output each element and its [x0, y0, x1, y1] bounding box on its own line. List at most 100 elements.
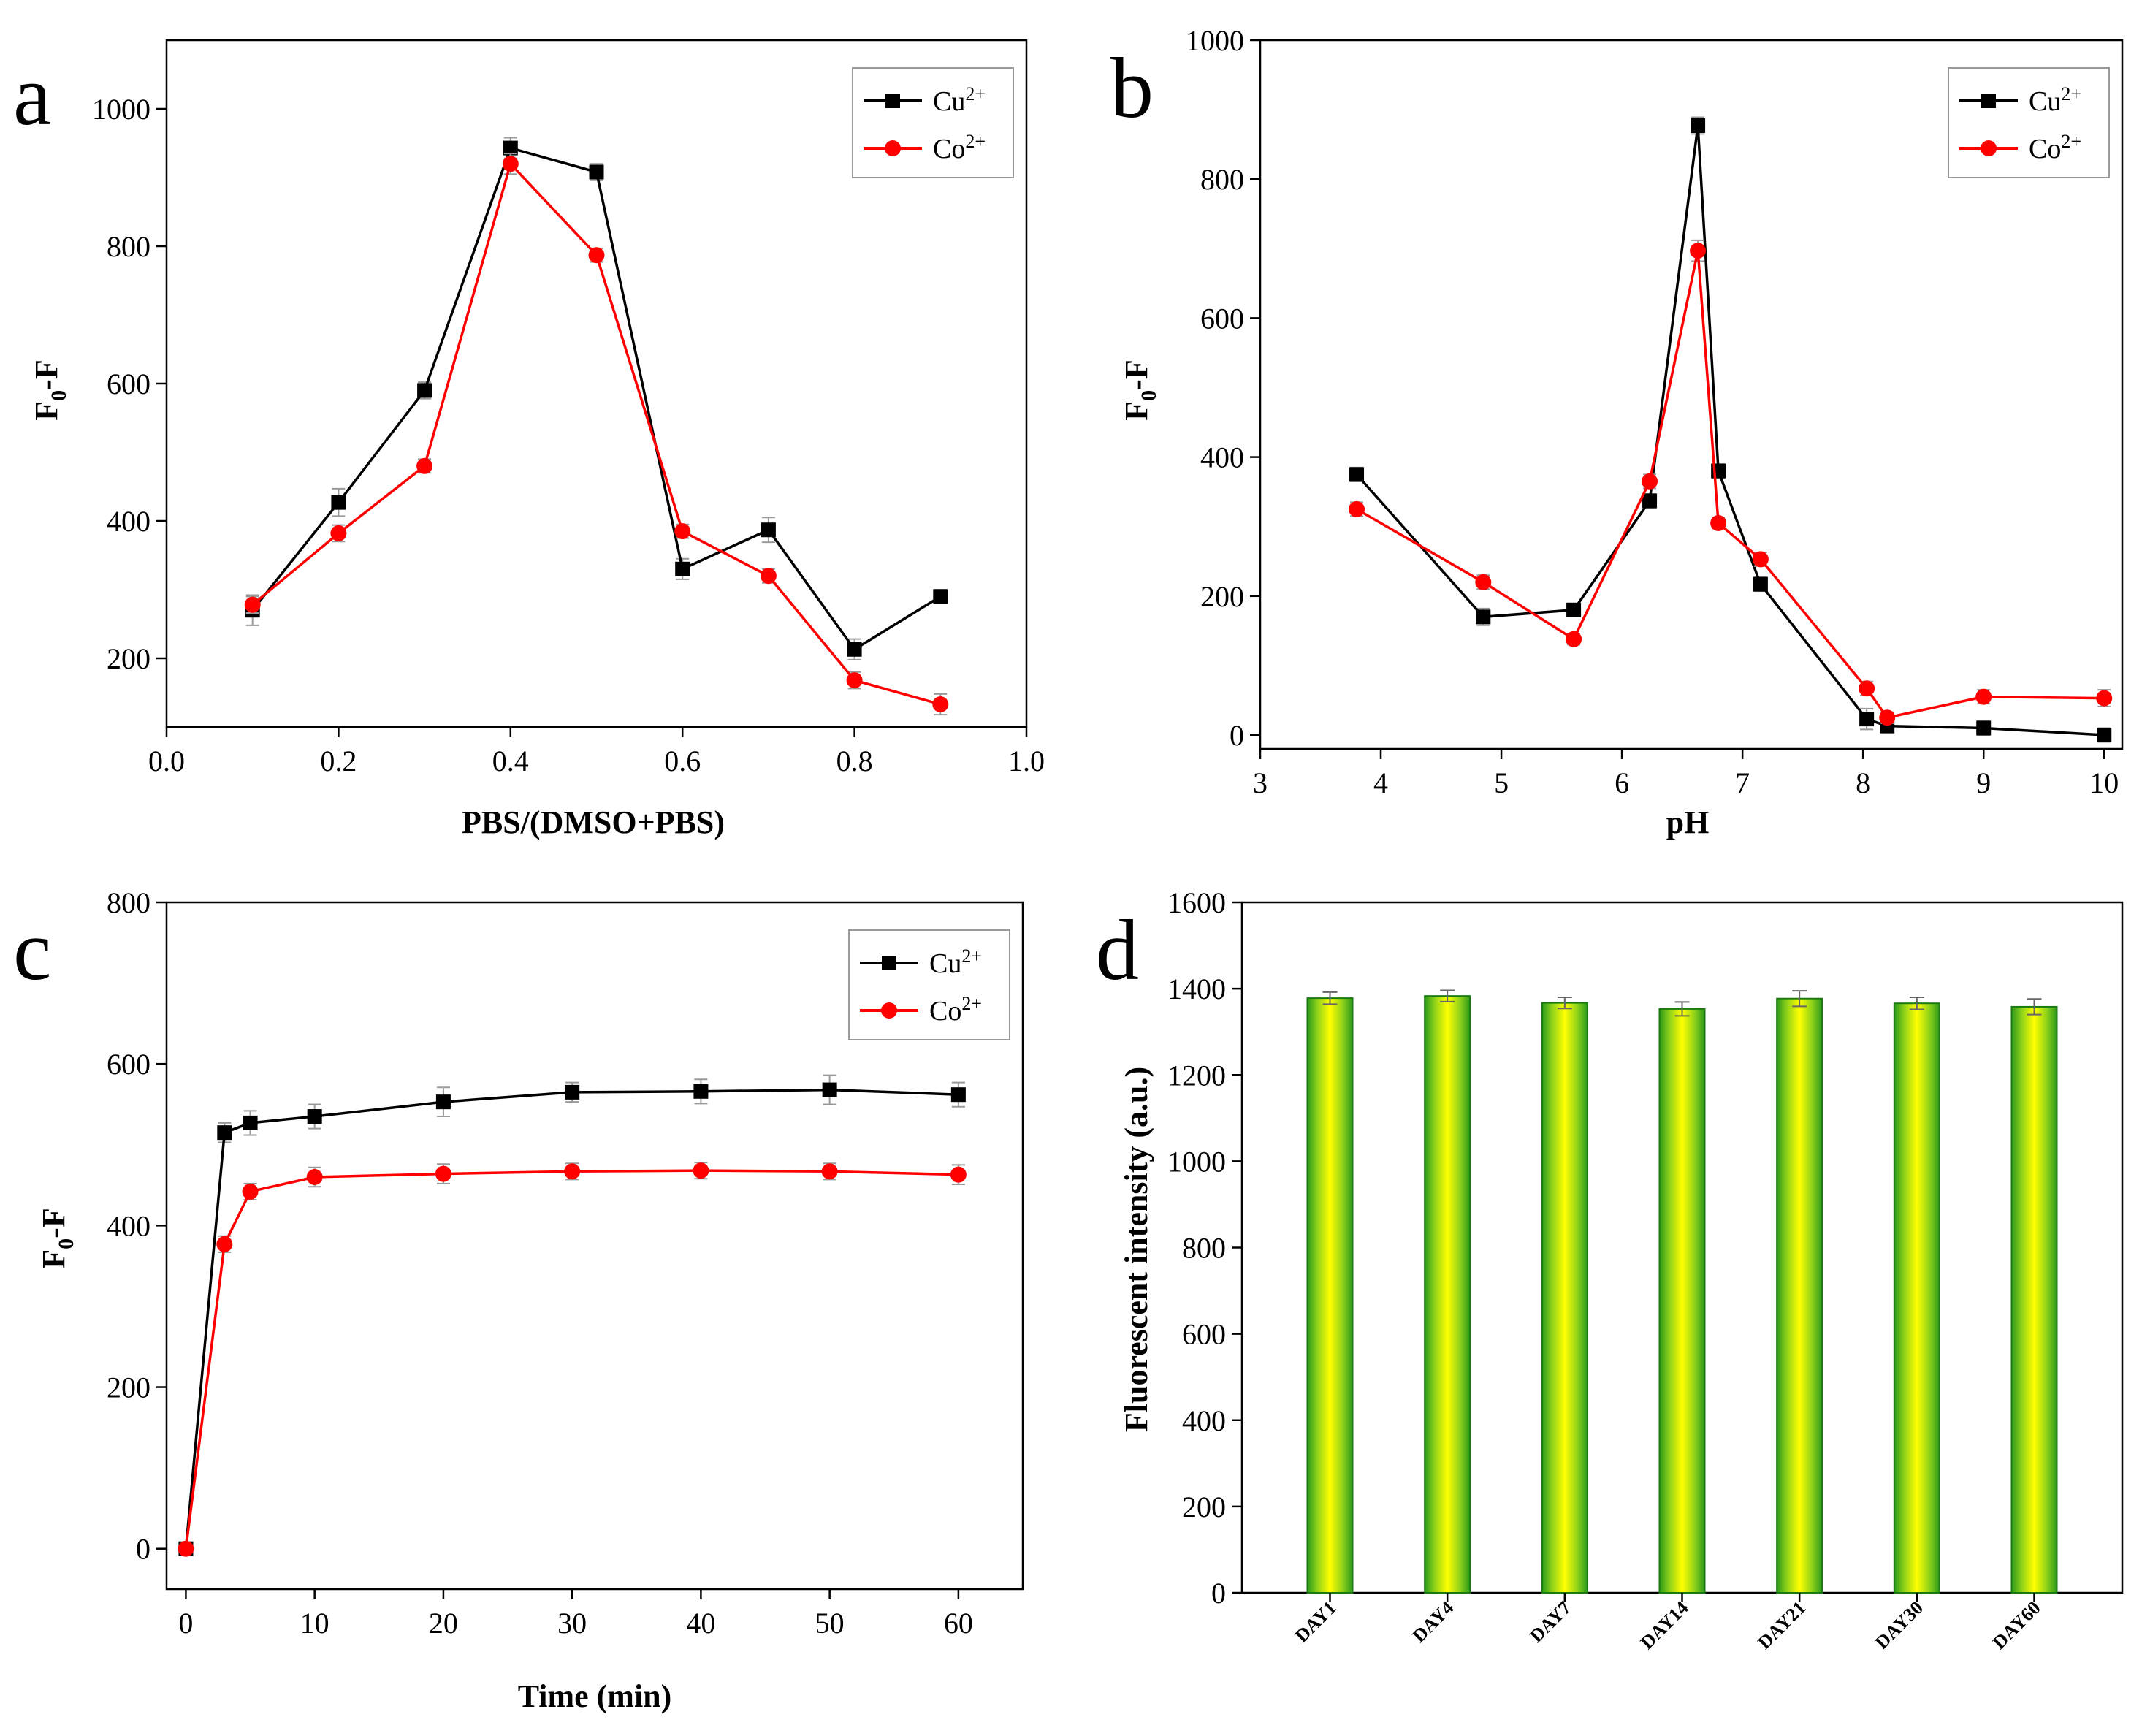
- plot-area-d: 0 200 400 600 800 1000 1200 1400 1600 DAY1 DAY4 DAY…: [1167, 886, 2124, 1653]
- data-point-cu: [675, 561, 690, 576]
- y-tick-label-b: 0: [1230, 719, 1244, 752]
- panel-d: d 0 200 400 600 800 1000 1200 1400 1600 DAY1 DAY4 D…: [1096, 886, 2124, 1653]
- x-tick-label-c: 40: [686, 1607, 715, 1640]
- x-tick-label-b: 5: [1494, 766, 1509, 799]
- data-point-cu: [307, 1109, 322, 1124]
- x-tick-label-a: 0.2: [320, 745, 357, 777]
- series-co-b: [1349, 239, 2113, 726]
- data-point-cu: [217, 1125, 232, 1141]
- data-point-co: [2096, 690, 2113, 707]
- legend-marker-a: [885, 94, 900, 108]
- panel-a: a 200 400 600 800 1000 0.0 0.2 0.4 0.6 0.8 1.0 Cu2+…: [13, 39, 1045, 840]
- x-tick-label-c: 20: [429, 1607, 458, 1640]
- data-point-co: [1859, 680, 1875, 697]
- x-tick-label-a: 1.0: [1008, 745, 1045, 777]
- data-point-co: [1475, 574, 1492, 590]
- series-line-co: [251, 161, 941, 706]
- x-tick-label-a: 0.0: [148, 745, 185, 777]
- data-point-cu: [1476, 609, 1491, 625]
- y-tick-label-c: 800: [107, 886, 150, 919]
- series-line-co: [1356, 250, 2105, 720]
- legend-label-b: Cu2+: [2029, 83, 2081, 117]
- plot-frame-b: [1259, 39, 2124, 750]
- legend-label-a: Cu2+: [933, 83, 986, 117]
- y-tick-label-d: 1200: [1167, 1059, 1226, 1092]
- data-point-co: [693, 1162, 709, 1179]
- y-tick-label-d: 400: [1182, 1404, 1226, 1437]
- y-tick-label-c: 0: [136, 1533, 150, 1566]
- x-tick-label-c: 60: [944, 1607, 973, 1640]
- series-line-cu: [251, 146, 942, 652]
- plot-area-b: 0 200 400 600 800 1000 3 4 5 6 7 8 9 10 Cu2+ Co2+: [1186, 24, 2124, 799]
- x-tick-label-d: DAY30: [1871, 1597, 1927, 1653]
- data-point-cu: [1642, 493, 1658, 509]
- x-tick-label-d: DAY4: [1409, 1597, 1458, 1647]
- x-tick-label-b: 4: [1373, 766, 1388, 799]
- data-point-cu: [243, 1115, 258, 1130]
- y-tick-label-d: 1000: [1167, 1145, 1226, 1178]
- legend-label-b: Co2+: [2029, 131, 2081, 164]
- y-axis-label-a: F0-F: [28, 359, 71, 420]
- data-point-co: [1349, 500, 1365, 517]
- bar-day21: [1776, 997, 1823, 1594]
- data-point-co: [330, 525, 347, 541]
- data-point-cu: [1691, 118, 1706, 133]
- data-point-co: [674, 523, 691, 540]
- data-point-cu: [565, 1084, 580, 1100]
- data-point-co: [1642, 473, 1658, 490]
- x-tick-label-d: DAY21: [1753, 1597, 1810, 1653]
- series-co-c: [178, 1162, 967, 1557]
- y-tick-label-c: 600: [107, 1048, 150, 1081]
- panel-c: c 0 200 400 600 800 0 10 20 30 40 50 60 Cu2+ Co2+ Tim…: [13, 886, 1024, 1714]
- plot-area-c: 0 200 400 600 800 0 10 20 30 40 50 60 Cu2+ Co2+: [107, 886, 1024, 1640]
- series-cu-c: [178, 1074, 966, 1556]
- legend-box-c: [848, 929, 1010, 1040]
- y-tick-label-a: 200: [107, 642, 150, 675]
- x-tick-label-d: DAY60: [1989, 1597, 2045, 1653]
- data-point-co: [1566, 631, 1582, 647]
- x-axis-label-c: Time (min): [518, 1678, 672, 1714]
- legend-box-a: [852, 67, 1014, 178]
- legend-marker-b: [1981, 140, 1997, 156]
- panel-letter-b: b: [1110, 40, 1154, 136]
- data-point-co: [244, 596, 261, 613]
- bar-day4: [1424, 995, 1471, 1594]
- data-point-cu: [1976, 720, 1992, 736]
- y-tick-label-b: 600: [1200, 302, 1244, 335]
- y-tick-label-a: 1000: [92, 93, 150, 126]
- data-point-cu: [2097, 727, 2112, 742]
- data-point-cu: [693, 1084, 709, 1099]
- data-point-co: [950, 1166, 967, 1183]
- data-point-co: [760, 568, 777, 585]
- legend-label-c: Co2+: [929, 993, 982, 1027]
- panel-letter-c: c: [13, 902, 51, 998]
- x-tick-label-b: 3: [1253, 766, 1268, 799]
- x-tick-label-c: 10: [300, 1607, 329, 1640]
- bar-day60: [2010, 1005, 2058, 1594]
- data-point-co: [1752, 551, 1769, 568]
- panel-letter-a: a: [13, 47, 51, 143]
- legend-marker-c: [882, 956, 896, 970]
- data-point-cu: [822, 1082, 837, 1097]
- plot-area-a: 200 400 600 800 1000 0.0 0.2 0.4 0.6 0.8 1.0 Cu2+ Co…: [92, 39, 1045, 777]
- data-point-co: [1710, 514, 1727, 531]
- data-point-co: [846, 672, 863, 689]
- data-point-co: [178, 1540, 194, 1557]
- y-tick-label-b: 400: [1200, 441, 1244, 474]
- data-point-co: [932, 696, 949, 712]
- series-cu-b: [1349, 116, 2112, 743]
- legend-marker-b: [1981, 94, 1996, 108]
- plot-frame-c: [165, 901, 1024, 1591]
- data-point-co: [821, 1163, 838, 1180]
- y-tick-label-d: 0: [1211, 1577, 1226, 1610]
- x-tick-label-d: DAY1: [1291, 1597, 1341, 1647]
- series-co-a: [244, 153, 949, 716]
- data-point-co: [416, 457, 433, 474]
- x-tick-label-c: 0: [178, 1607, 193, 1640]
- x-tick-label-c: 50: [815, 1607, 845, 1640]
- data-point-cu: [761, 522, 776, 538]
- series-line-cu: [1355, 125, 2105, 736]
- y-tick-label-d: 1600: [1167, 886, 1226, 919]
